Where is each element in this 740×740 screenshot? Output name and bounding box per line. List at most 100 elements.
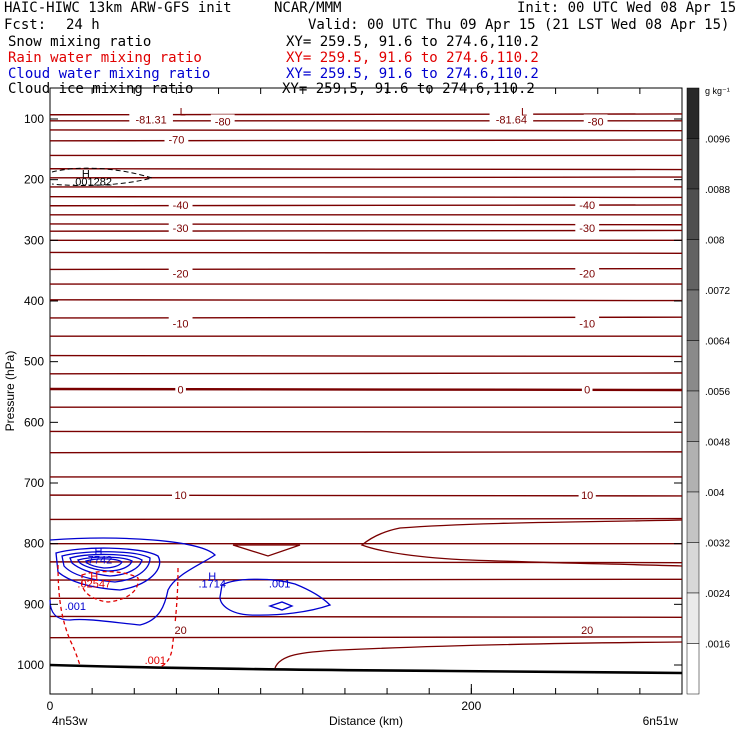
temperature-label: -40 xyxy=(173,200,189,212)
extremum-label: .001 xyxy=(145,655,166,667)
temperature-contour-feature xyxy=(274,641,683,669)
colorbar-label: .0096 xyxy=(705,135,730,146)
temperature-contour-line xyxy=(49,251,683,254)
extremum-label: H xyxy=(208,571,216,583)
temperature-contour-line xyxy=(49,561,683,564)
temperature-label-bg xyxy=(172,622,190,636)
ground-surface xyxy=(49,663,683,675)
colorbar-segment xyxy=(686,138,700,190)
colorbar-segment xyxy=(686,239,700,291)
y-tick-label: 1000 xyxy=(17,658,44,672)
temperature-label-bg xyxy=(164,132,189,146)
colorbar-label: .0088 xyxy=(705,185,730,196)
temperature-contour-line xyxy=(49,139,683,142)
temperature-contour-line xyxy=(49,615,683,618)
colorbar-segment xyxy=(686,188,700,240)
cloud-water-contours xyxy=(49,537,332,626)
extremum-label: .001282 xyxy=(72,176,112,188)
temperature-label: -81.31 xyxy=(136,115,167,127)
extremum-label: L xyxy=(521,107,527,119)
temperature-contour-line xyxy=(49,451,683,454)
temperature-contour-line xyxy=(49,195,683,199)
temperature-contour-line xyxy=(49,517,683,521)
field-xy-rain: XY= 259.5, 91.6 to 274.6,110.2 xyxy=(286,50,539,66)
temperature-label: -80 xyxy=(588,116,604,128)
cloud-ice-contour xyxy=(51,167,154,187)
temperature-contour-line xyxy=(49,167,683,171)
temperature-label-bg xyxy=(168,221,193,235)
extremum-label: H xyxy=(82,169,90,181)
temperature-label-bg xyxy=(575,198,600,212)
temperature-label-bg xyxy=(575,221,600,235)
extremum-label: .1714 xyxy=(198,579,226,591)
rain-water-contours xyxy=(57,564,179,668)
y-tick-label: 600 xyxy=(24,415,44,429)
temperature-label-bg xyxy=(168,316,193,330)
forecast-label: Fcst: xyxy=(4,17,47,33)
extremum-label: H xyxy=(94,546,102,558)
extremum-label: .001 xyxy=(65,601,86,613)
extremum-label: L xyxy=(180,107,186,119)
colorbar-segment xyxy=(686,441,700,493)
temperature-contour-line xyxy=(49,298,683,302)
colorbar-segment xyxy=(686,340,700,392)
temperature-label-bg xyxy=(578,488,596,502)
temperature-label: -20 xyxy=(579,269,595,281)
y-tick-label: 800 xyxy=(24,537,44,551)
field-xy-cloud-ice: XY= 259.5, 91.6 to 274.6,110.2 xyxy=(282,81,535,97)
temperature-label: 0 xyxy=(178,385,184,397)
valid-time: Valid: 00 UTC Thu 09 Apr 15 (21 LST Wed … xyxy=(308,17,730,33)
model-title: HAIC-HIWC 13km ARW-GFS init xyxy=(4,0,232,16)
extremum-label: .001 xyxy=(269,579,290,591)
temperature-label: -70 xyxy=(168,135,184,147)
temperature-label: -40 xyxy=(579,200,595,212)
temperature-label-bg xyxy=(175,382,186,396)
temperature-contour-line xyxy=(49,578,683,581)
temperature-label-bg xyxy=(210,114,235,128)
y-axis-title: Pressure (hPa) xyxy=(3,351,17,432)
colorbar-label: .008 xyxy=(705,236,725,247)
temperature-contour-line xyxy=(49,636,683,639)
org-label: NCAR/MMM xyxy=(274,0,342,16)
temperature-label: -10 xyxy=(173,318,189,330)
forecast-hour: 24 h xyxy=(66,17,100,33)
temperature-label-bg xyxy=(575,266,600,280)
field-name-cloud-ice: Cloud ice mixing ratio xyxy=(8,81,194,97)
temperature-label: -30 xyxy=(579,223,595,235)
y-tick-label: 900 xyxy=(24,597,44,611)
colorbar-unit: g kg⁻¹ xyxy=(705,86,730,96)
temperature-contour-line xyxy=(49,430,683,433)
temperature-contour-feature xyxy=(232,544,301,557)
temperature-label: 20 xyxy=(581,625,593,637)
colorbar-label: .0064 xyxy=(705,337,730,348)
colorbar-segment xyxy=(686,87,700,139)
temperature-label-bg xyxy=(168,198,193,212)
temperature-label: -10 xyxy=(579,318,595,330)
temperature-label-bg xyxy=(129,112,173,126)
colorbar-label: .004 xyxy=(705,488,725,499)
colorbar-label: .0072 xyxy=(705,286,730,297)
field-name-rain: Rain water mixing ratio xyxy=(8,50,202,66)
temperature-label-bg xyxy=(581,382,593,396)
field-name-snow: Snow mixing ratio xyxy=(8,34,152,50)
temperature-contour-line xyxy=(49,129,683,132)
temperature-label: -30 xyxy=(173,223,189,235)
colorbar-label: .0016 xyxy=(705,640,730,651)
y-tick-label: 100 xyxy=(24,112,44,126)
temperature-label-bg xyxy=(575,316,600,330)
extremum-label: .7742 xyxy=(85,554,113,566)
temperature-label-bg xyxy=(489,112,534,126)
plot-frame xyxy=(49,87,683,695)
y-tick-label: 400 xyxy=(24,294,44,308)
y-tick-label: 500 xyxy=(24,355,44,369)
temperature-contour-feature xyxy=(360,519,683,567)
colorbar-label: .0032 xyxy=(705,539,730,550)
temperature-label: -81.64 xyxy=(496,115,527,127)
colorbar-segment xyxy=(686,390,700,442)
colorbar-segment xyxy=(686,491,700,543)
y-tick-label: 200 xyxy=(24,173,44,187)
colorbar-segment xyxy=(686,289,700,341)
temperature-label: 10 xyxy=(174,490,186,502)
temperature-contour-line xyxy=(49,176,683,179)
extremum-label: H xyxy=(90,571,98,583)
